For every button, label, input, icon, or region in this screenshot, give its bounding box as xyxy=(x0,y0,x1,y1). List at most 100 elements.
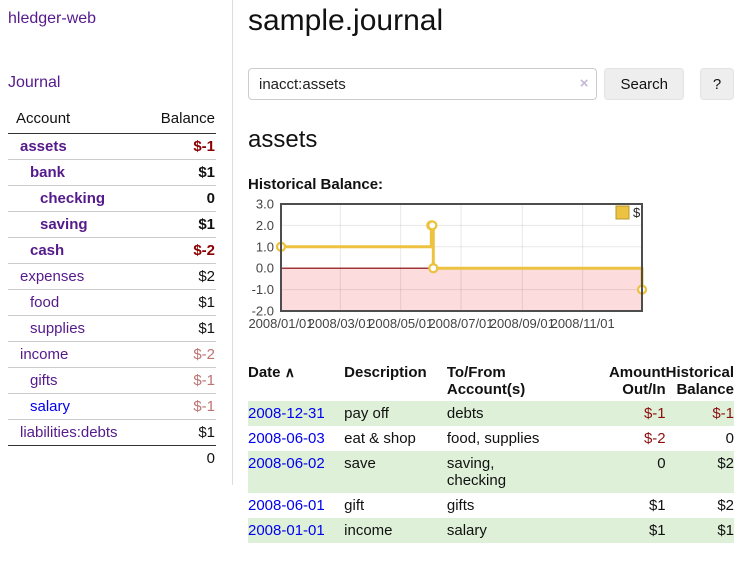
y-tick-label: -2.0 xyxy=(252,304,274,319)
account-balance: $1 xyxy=(198,216,215,233)
sidebar-account-link[interactable]: food xyxy=(30,294,60,311)
sort-ascending-icon: ∧ xyxy=(284,364,295,380)
account-balance: 0 xyxy=(206,190,215,207)
account-row: assets $-1 xyxy=(8,134,216,160)
transaction-description: save xyxy=(344,455,376,472)
help-button[interactable]: ? xyxy=(700,68,734,100)
account-balance: $-1 xyxy=(193,372,215,389)
accounts-header-row: Account Balance xyxy=(8,106,216,134)
accounts-total-value: 0 xyxy=(8,445,216,471)
account-row: food $1 xyxy=(8,289,216,316)
transaction-accounts: food, supplies xyxy=(446,430,540,447)
x-tick-label: 2008/03/01 xyxy=(308,316,373,331)
app-window: hledger-web Journal Account Balance asse… xyxy=(8,0,742,563)
y-tick-label: 0.0 xyxy=(256,261,274,276)
sidebar-account-link[interactable]: income xyxy=(20,346,69,363)
negative-region xyxy=(281,268,642,311)
sidebar-account-link[interactable]: cash xyxy=(30,242,65,259)
transaction-balance: $2 xyxy=(717,497,734,514)
transaction-amount: $1 xyxy=(648,497,666,514)
main-content: sample.journal × Search ? assets Histori… xyxy=(233,0,742,563)
register-row: 2008-01-01 income salary $1 $1 xyxy=(248,518,734,543)
legend-swatch xyxy=(615,205,630,220)
account-balance: $-2 xyxy=(193,242,215,259)
search-button[interactable]: Search xyxy=(604,68,684,100)
search-form: × Search ? xyxy=(248,68,734,100)
transaction-amount: $-2 xyxy=(643,430,666,447)
account-balance: $1 xyxy=(198,294,215,311)
sidebar-account-link[interactable]: expenses xyxy=(20,268,85,285)
x-tick-label: 2008/05/01 xyxy=(368,316,433,331)
transaction-accounts: debts xyxy=(446,405,484,422)
transaction-date-link[interactable]: 2008-06-01 xyxy=(248,497,325,514)
column-header-date[interactable]: Date ∧ xyxy=(248,364,295,381)
transaction-description: eat & shop xyxy=(344,430,416,447)
account-row: cash $-2 xyxy=(8,237,216,264)
account-balance: $-1 xyxy=(193,138,215,155)
y-tick-label: -1.0 xyxy=(252,282,274,297)
transaction-description: income xyxy=(344,522,393,539)
register-row: 2008-06-01 gift gifts $1 $2 xyxy=(248,493,734,518)
transaction-date-link[interactable]: 2008-12-31 xyxy=(248,405,325,422)
register-table: Date ∧ Description To/From Account(s) Am… xyxy=(248,361,734,543)
account-row: salary $-1 xyxy=(8,393,216,420)
transaction-date-link[interactable]: 2008-01-01 xyxy=(248,522,325,539)
y-tick-label: 1.0 xyxy=(256,239,274,254)
register-row: 2008-06-02 save saving, checking 0 $2 xyxy=(248,451,734,493)
account-balance: $2 xyxy=(198,268,215,285)
transaction-balance: $1 xyxy=(717,522,734,539)
chart-legend: $ xyxy=(615,205,641,220)
register-body: 2008-12-31 pay off debts $-1 $-1 2008-06-03 ea… xyxy=(248,401,734,543)
account-row: expenses $2 xyxy=(8,263,216,290)
transaction-description: pay off xyxy=(344,405,389,422)
accounts-header-account: Account xyxy=(8,106,140,134)
account-row: bank $1 xyxy=(8,159,216,186)
sidebar-account-link[interactable]: bank xyxy=(30,164,66,181)
register-row: 2008-06-03 eat & shop food, supplies $-2 0 xyxy=(248,426,734,451)
account-balance: $1 xyxy=(198,320,215,337)
column-header-amount: Amount Out/In xyxy=(608,364,666,398)
accounts-header-balance: Balance xyxy=(139,106,216,134)
account-balance: $-1 xyxy=(193,398,215,415)
register-header-row: Date ∧ Description To/From Account(s) Am… xyxy=(248,361,734,401)
transaction-accounts: salary xyxy=(446,522,487,539)
historical-balance-chart: 3.0 2.0 1.0 0.0 -1.0 -2.0 2008/01/01 2008/03/01… xyxy=(248,197,734,345)
sidebar-account-link[interactable]: gifts xyxy=(30,372,58,389)
sidebar-account-link[interactable]: checking xyxy=(40,190,106,207)
transaction-date-link[interactable]: 2008-06-02 xyxy=(248,455,325,472)
clear-search-icon[interactable]: × xyxy=(579,75,589,92)
transaction-balance: 0 xyxy=(725,430,734,447)
chart-title: Historical Balance: xyxy=(248,176,384,193)
x-tick-label: 2008/07/01 xyxy=(428,316,493,331)
transaction-amount: $-1 xyxy=(643,405,666,422)
sidebar-account-link[interactable]: supplies xyxy=(30,320,86,337)
column-header-balance: Historical Balance xyxy=(665,364,734,398)
legend-label: $ xyxy=(633,205,641,220)
account-balance: $1 xyxy=(198,164,215,181)
account-balance: $-2 xyxy=(193,346,215,363)
transaction-amount: $1 xyxy=(648,522,666,539)
x-tick-label: 2008/11/01 xyxy=(551,316,615,331)
account-row: income $-2 xyxy=(8,341,216,368)
account-balance: $1 xyxy=(198,424,215,441)
transaction-balance: $-1 xyxy=(712,405,734,422)
search-input[interactable] xyxy=(248,68,598,100)
y-tick-label: 2.0 xyxy=(256,218,274,233)
transaction-date-link[interactable]: 2008-06-03 xyxy=(248,430,325,447)
transaction-accounts: gifts xyxy=(446,497,475,514)
account-row: gifts $-1 xyxy=(8,367,216,394)
sidebar-account-link[interactable]: saving xyxy=(40,216,88,233)
x-tick-label: 2008/01/01 xyxy=(248,316,313,331)
sidebar-account-link[interactable]: assets xyxy=(20,138,67,155)
x-tick-label: 2008/09/01 xyxy=(490,316,555,331)
y-tick-label: 3.0 xyxy=(256,199,274,212)
balance-chart-svg: 3.0 2.0 1.0 0.0 -1.0 -2.02008/01/012008/03/01… xyxy=(248,197,648,331)
sidebar-account-link[interactable]: liabilities:debts xyxy=(20,424,118,441)
data-point xyxy=(428,263,439,274)
sidebar-item-journal[interactable]: Journal xyxy=(8,74,61,91)
page-title: sample.journal xyxy=(248,4,444,37)
plot-border xyxy=(280,203,643,312)
sidebar-account-link[interactable]: salary xyxy=(30,398,71,415)
app-brand-link[interactable]: hledger-web xyxy=(8,10,97,27)
account-row: supplies $1 xyxy=(8,315,216,342)
